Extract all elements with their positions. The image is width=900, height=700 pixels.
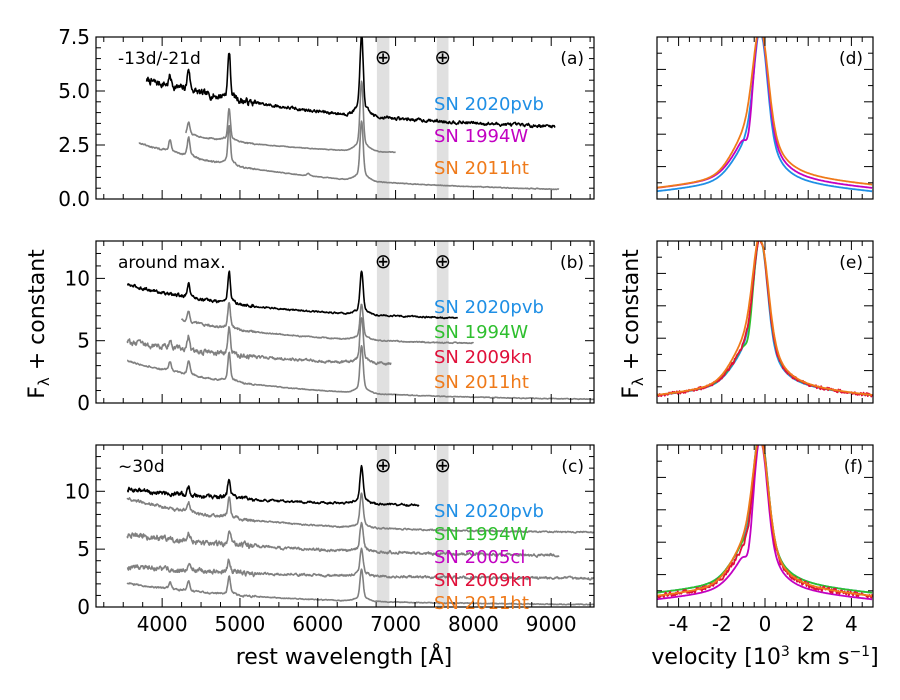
legend-entry-a-sn-2020pvb: SN 2020pvb [434,94,544,115]
v-label-post: ] [870,645,879,670]
y-axis-label-left: Fλ + constant [25,249,53,399]
earth-symbol-icon-b-0: ⊕ [375,249,392,273]
series-line-c-sn-2011ht [126,568,594,606]
panel-b: ⊕ ⊕ 0 5 10 (b) around max. SN 2020pvb SN 1994W SN… [65,240,595,415]
legend-entry-c-sn-2009kn: SN 2009kn [434,570,532,591]
series-line-e-sn-2011ht [657,241,873,396]
plot-area-f [657,445,873,601]
plot-area-c [126,464,594,606]
legend-entry-b-sn-2020pvb: SN 2020pvb [434,297,544,318]
y-tick-label-a: 0.0 [58,187,90,211]
y-tick-label-a: 2.5 [58,133,90,157]
y-tick-label-c: 5 [77,537,90,561]
y-tick-label-b: 5 [77,329,90,353]
legend-entry-b-sn-1994w: SN 1994W [434,322,528,343]
x-tick-label-c: 5000 [215,612,266,636]
panel-d: (d) [656,36,874,200]
panel-tag-c: (c) [561,457,584,477]
series-line-a-sn-2011ht [138,120,560,191]
x-tick-label-f: -4 [669,612,689,636]
y-tick-label-c: 10 [65,479,90,503]
v-label-pre: velocity [10 [651,645,781,670]
x-tick-label-c: 4000 [137,612,188,636]
series-line-c-sn-2009kn [126,547,594,581]
y-label-left-rest: + constant [25,249,50,377]
x-tick-label-c: 6000 [292,612,343,636]
y-tick-label-a: 7.5 [58,25,90,49]
earth-symbol-icon-a-0: ⊕ [375,45,392,69]
x-axis-label-velocity: velocity [103 km s−1] [651,644,878,670]
v-label-sup2: −1 [849,644,870,660]
panel-c: ⊕ ⊕ 4000 5000 6000 7000 8000 9000 0 5 10 (c) ~30d SN … [65,444,595,636]
series-line-c-sn-2005cl [126,521,560,558]
legend-entry-a-sn-2011ht: SN 2011ht [434,158,529,179]
legend-entry-b-sn-2011ht: SN 2011ht [434,372,529,393]
axes-frame-b [95,240,595,404]
axes-frame-a [95,36,595,200]
legend-entry-c-sn-2020pvb: SN 2020pvb [434,501,544,522]
legend-entry-a-sn-1994w: SN 1994W [434,126,528,147]
x-tick-label-f: 4 [845,612,858,636]
earth-symbol-icon-b-1: ⊕ [434,249,451,273]
panel-tag-a: (a) [560,49,584,69]
panel-note-a: -13d/-21d [118,49,201,69]
y-label-left-sub: λ [35,377,53,386]
x-tick-label-c: 8000 [448,612,499,636]
y-label-left-main: F [25,386,50,399]
telluric-band-b-1 [436,241,449,403]
panel-note-c: ~30d [118,457,165,477]
y-label-right-sub: λ [629,377,647,386]
panel-tag-d: (d) [839,49,863,69]
legend-entry-c-sn-1994w: SN 1994W [434,524,528,545]
plot-area-e [657,241,873,398]
y-label-right-main: F [619,386,644,399]
x-tick-label-c: 7000 [370,612,421,636]
x-tick-label-c: 9000 [526,612,577,636]
y-tick-label-b: 0 [77,391,90,415]
x-axis-label-wavelength: rest wavelength [Å] [236,643,453,670]
x-tick-label-f: -2 [712,612,732,636]
y-tick-label-b: 10 [65,266,90,290]
y-tick-label-a: 5.0 [58,79,90,103]
series-line-c-sn-1994w [126,492,594,534]
earth-symbol-icon-c-1: ⊕ [434,453,451,477]
panel-tag-e: (e) [839,253,863,273]
panel-tag-f: (f) [844,457,863,477]
x-tick-label-f: 2 [802,612,815,636]
y-label-right-rest: + constant [619,249,644,377]
panel-note-b: around max. [118,253,226,273]
telluric-band-c-1 [436,445,449,607]
y-axis-label-right: Fλ + constant [619,249,647,399]
legend-entry-c-sn-2005cl: SN 2005cl [434,547,525,568]
panel-f: -4 -2 0 2 4 (f) [656,444,874,636]
panel-a: ⊕ ⊕ 0.0 2.5 5.0 7.5 (a) -13d/-21d SN 2020pvb SN 1… [58,25,595,211]
v-label-mid: km s [790,645,850,670]
earth-symbol-icon-a-1: ⊕ [434,45,451,69]
earth-symbol-icon-c-0: ⊕ [375,453,392,477]
series-line-a-sn-1994w [184,80,396,154]
series-line-b-sn-1994w [180,301,475,345]
plot-area-b [126,270,594,401]
panel-tag-b: (b) [560,253,584,273]
telluric-band-a-1 [436,37,449,199]
series-line-f-sn-2011ht [657,445,873,597]
series-line-b-sn-2020pvb [126,270,459,320]
y-tick-label-c: 0 [77,595,90,619]
telluric-band-c-0 [376,445,390,607]
plot-area-a [138,37,560,191]
series-line-b-sn-2009kn [126,317,392,366]
series-line-b-sn-2011ht [126,345,594,401]
legend-entry-b-sn-2009kn: SN 2009kn [434,347,532,368]
legend-entry-c-sn-2011ht: SN 2011ht [434,593,529,614]
v-label-sup1: 3 [781,644,790,660]
series-line-c-sn-2020pvb [126,464,420,507]
x-tick-label-f: 0 [759,612,772,636]
series-line-a-sn-2020pvb [145,37,556,129]
panel-e: (e) [656,240,874,404]
